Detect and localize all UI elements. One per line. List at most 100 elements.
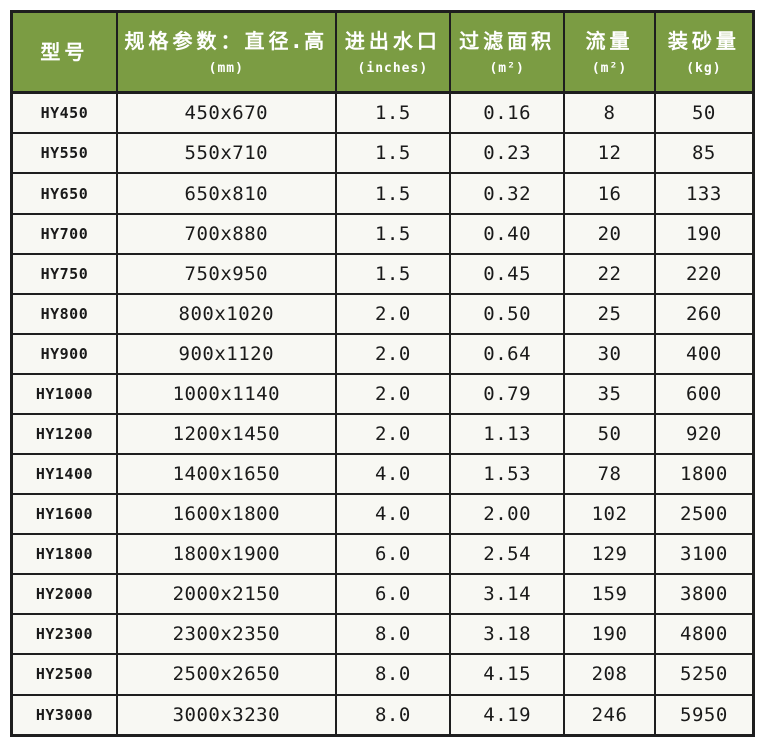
table-row: HY700 700x880 1.5 0.40 20 190 [10,212,755,255]
cell-inlet-outlet: 2.0 [334,372,452,415]
cell-model: HY1800 [10,533,118,576]
table-row: HY450 450x670 1.5 0.16 8 50 [10,91,755,135]
cell-spec: 3000x3230 [115,693,337,737]
cell-inlet-outlet: 2.0 [334,292,452,335]
table-row: HY750 750x950 1.5 0.45 22 220 [10,252,755,295]
cell-inlet-outlet: 4.0 [334,493,452,536]
cell-inlet-outlet: 2.0 [334,412,452,456]
table-row: HY2300 2300x2350 8.0 3.18 190 4800 [10,613,755,656]
cell-sand-load: 5950 [653,693,755,737]
column-header-spec: 规格参数：直径.高 (mm) [115,10,337,94]
column-header-sand-load: 装砂量 (kg) [653,10,755,94]
cell-flow: 22 [563,252,656,295]
table-row: HY1600 1600x1800 4.0 2.00 102 2500 [10,493,755,536]
cell-sand-load: 600 [653,372,755,415]
cell-inlet-outlet: 1.5 [334,172,452,215]
cell-model: HY1000 [10,372,118,415]
table-row: HY650 650x810 1.5 0.32 16 133 [10,172,755,215]
table-row: HY1200 1200x1450 2.0 1.13 50 920 [10,412,755,456]
cell-filter-area: 0.23 [448,132,566,175]
cell-flow: 129 [563,533,656,576]
column-title: 装砂量 [667,28,740,53]
cell-inlet-outlet: 1.5 [334,91,452,135]
table-row: HY2500 2500x2650 8.0 4.15 208 5250 [10,653,755,696]
cell-filter-area: 0.45 [448,252,566,295]
cell-sand-load: 2500 [653,493,755,536]
column-header-inlet-outlet: 进出水口 (inches) [334,10,452,94]
cell-sand-load: 920 [653,412,755,456]
column-unit: (inches) [357,60,429,76]
cell-flow: 102 [563,493,656,536]
cell-spec: 1200x1450 [115,412,337,456]
cell-filter-area: 3.14 [448,573,566,616]
cell-spec: 1600x1800 [115,493,337,536]
cell-model: HY2300 [10,613,118,656]
cell-sand-load: 50 [653,91,755,135]
cell-inlet-outlet: 8.0 [334,613,452,656]
cell-sand-load: 85 [653,132,755,175]
cell-model: HY700 [10,212,118,255]
cell-spec: 800x1020 [115,292,337,335]
cell-flow: 30 [563,332,656,375]
cell-sand-load: 1800 [653,453,755,496]
cell-sand-load: 220 [653,252,755,295]
cell-filter-area: 0.40 [448,212,566,255]
table-row: HY1400 1400x1650 4.0 1.53 78 1800 [10,453,755,496]
cell-spec: 2300x2350 [115,613,337,656]
column-header-filter-area: 过滤面积 (m²) [448,10,566,94]
column-unit: (m²) [591,60,628,76]
cell-spec: 900x1120 [115,332,337,375]
column-title: 进出水口 [344,28,441,53]
cell-sand-load: 5250 [653,653,755,696]
cell-flow: 208 [563,653,656,696]
cell-sand-load: 400 [653,332,755,375]
cell-filter-area: 4.19 [448,693,566,737]
cell-spec: 550x710 [115,132,337,175]
cell-inlet-outlet: 6.0 [334,533,452,576]
cell-flow: 50 [563,412,656,456]
column-unit: (kg) [686,60,722,76]
cell-sand-load: 133 [653,172,755,215]
cell-sand-load: 260 [653,292,755,335]
column-unit: (mm) [208,60,244,76]
cell-model: HY900 [10,332,118,375]
cell-spec: 1400x1650 [115,453,337,496]
cell-flow: 78 [563,453,656,496]
table-row: HY2000 2000x2150 6.0 3.14 159 3800 [10,573,755,616]
cell-flow: 16 [563,172,656,215]
cell-spec: 2000x2150 [115,573,337,616]
cell-sand-load: 3800 [653,573,755,616]
cell-flow: 12 [563,132,656,175]
cell-inlet-outlet: 8.0 [334,653,452,696]
cell-filter-area: 0.79 [448,372,566,415]
column-unit: (m²) [489,60,525,76]
cell-inlet-outlet: 1.5 [334,252,452,295]
cell-model: HY1600 [10,493,118,536]
cell-sand-load: 190 [653,212,755,255]
cell-filter-area: 4.15 [448,653,566,696]
column-header-model: 型号 [10,10,118,94]
table-row: HY800 800x1020 2.0 0.50 25 260 [10,292,755,335]
cell-spec: 2500x2650 [115,653,337,696]
product-spec-table: 型号 规格参数：直径.高 (mm) 进出水口 (inches) 过滤面积 (m²… [10,10,755,737]
header-row: 型号 规格参数：直径.高 (mm) 进出水口 (inches) 过滤面积 (m²… [10,10,755,94]
cell-filter-area: 2.00 [448,493,566,536]
cell-spec: 1000x1140 [115,372,337,415]
table-row: HY900 900x1120 2.0 0.64 30 400 [10,332,755,375]
cell-filter-area: 0.50 [448,292,566,335]
column-title: 规格参数：直径.高 [124,28,329,53]
cell-model: HY1400 [10,453,118,496]
column-header-flow: 流量 (m²) [563,10,656,94]
cell-model: HY800 [10,292,118,335]
column-title: 过滤面积 [459,28,556,53]
cell-filter-area: 1.13 [448,412,566,456]
cell-model: HY650 [10,172,118,215]
cell-inlet-outlet: 1.5 [334,132,452,175]
cell-model: HY3000 [10,693,118,737]
table-row: HY3000 3000x3230 8.0 4.19 246 5950 [10,693,755,737]
cell-inlet-outlet: 6.0 [334,573,452,616]
cell-flow: 35 [563,372,656,415]
table-body: HY450 450x670 1.5 0.16 8 50 HY550 550x71… [10,91,755,737]
cell-sand-load: 3100 [653,533,755,576]
